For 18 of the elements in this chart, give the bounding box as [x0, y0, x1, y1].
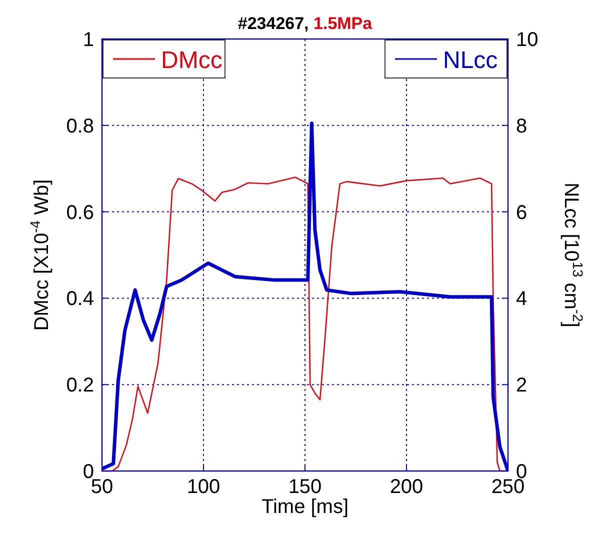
legend-label: DMcc	[161, 47, 222, 74]
x-tick-label: 50	[90, 476, 114, 498]
x-axis-title: Time [ms]	[261, 496, 349, 518]
legend-label: NLcc	[443, 47, 498, 74]
y2-tick-label: 2	[516, 374, 528, 397]
y-tick-label: 0.2	[66, 374, 94, 397]
y-tick-label: 0.6	[66, 202, 94, 224]
chart-title: #234267, 1.5MPa	[238, 14, 373, 33]
y-tick-label: 1	[82, 29, 94, 51]
y-tick-label: 0.8	[66, 115, 94, 138]
y2-tick-label: 4	[516, 288, 528, 310]
x-tick-label: 150	[288, 476, 322, 498]
x-tick-label: 200	[390, 476, 424, 498]
y2-tick-label: 6	[516, 202, 528, 224]
y2-tick-label: 8	[516, 115, 528, 138]
x-tick-label: 100	[186, 476, 220, 498]
y2-tick-label: 10	[516, 29, 538, 51]
y-tick-label: 0.4	[66, 288, 94, 310]
